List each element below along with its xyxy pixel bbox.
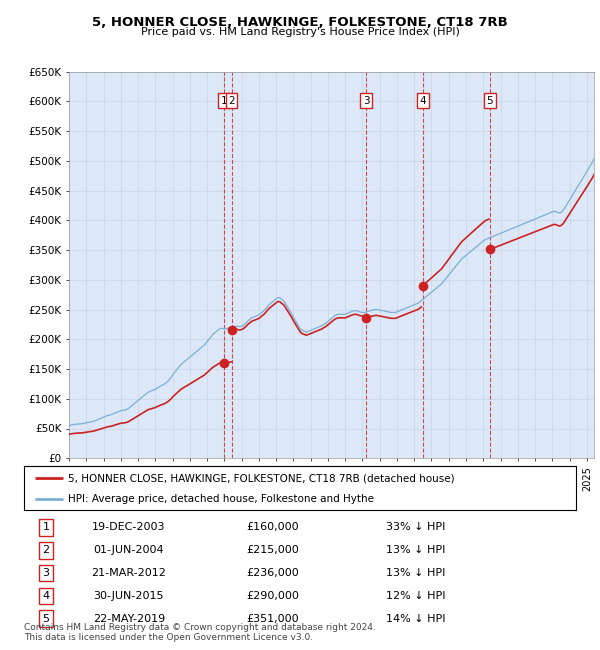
- Text: 33% ↓ HPI: 33% ↓ HPI: [386, 523, 446, 532]
- Text: 1: 1: [220, 96, 227, 105]
- Text: 5: 5: [487, 96, 493, 105]
- Text: 3: 3: [363, 96, 370, 105]
- Text: 4: 4: [43, 591, 50, 601]
- Text: 01-JUN-2004: 01-JUN-2004: [94, 545, 164, 555]
- Text: £160,000: £160,000: [246, 523, 299, 532]
- Text: Price paid vs. HM Land Registry's House Price Index (HPI): Price paid vs. HM Land Registry's House …: [140, 27, 460, 37]
- Text: 19-DEC-2003: 19-DEC-2003: [92, 523, 166, 532]
- Text: HPI: Average price, detached house, Folkestone and Hythe: HPI: Average price, detached house, Folk…: [68, 494, 374, 504]
- Text: £351,000: £351,000: [246, 614, 299, 624]
- Text: £236,000: £236,000: [246, 568, 299, 578]
- Text: 4: 4: [419, 96, 426, 105]
- Text: 30-JUN-2015: 30-JUN-2015: [94, 591, 164, 601]
- Text: 3: 3: [43, 568, 50, 578]
- Text: 2: 2: [43, 545, 50, 555]
- Text: £290,000: £290,000: [246, 591, 299, 601]
- Text: 5: 5: [43, 614, 50, 624]
- Text: 5, HONNER CLOSE, HAWKINGE, FOLKESTONE, CT18 7RB: 5, HONNER CLOSE, HAWKINGE, FOLKESTONE, C…: [92, 16, 508, 29]
- Text: £215,000: £215,000: [246, 545, 299, 555]
- Text: Contains HM Land Registry data © Crown copyright and database right 2024.
This d: Contains HM Land Registry data © Crown c…: [24, 623, 376, 642]
- Text: 13% ↓ HPI: 13% ↓ HPI: [386, 568, 446, 578]
- Text: 13% ↓ HPI: 13% ↓ HPI: [386, 545, 446, 555]
- Text: 1: 1: [43, 523, 50, 532]
- Text: 2: 2: [228, 96, 235, 105]
- Text: 21-MAR-2012: 21-MAR-2012: [91, 568, 166, 578]
- Text: 22-MAY-2019: 22-MAY-2019: [93, 614, 165, 624]
- Text: 5, HONNER CLOSE, HAWKINGE, FOLKESTONE, CT18 7RB (detached house): 5, HONNER CLOSE, HAWKINGE, FOLKESTONE, C…: [68, 473, 455, 484]
- Text: 12% ↓ HPI: 12% ↓ HPI: [386, 591, 446, 601]
- Text: 14% ↓ HPI: 14% ↓ HPI: [386, 614, 446, 624]
